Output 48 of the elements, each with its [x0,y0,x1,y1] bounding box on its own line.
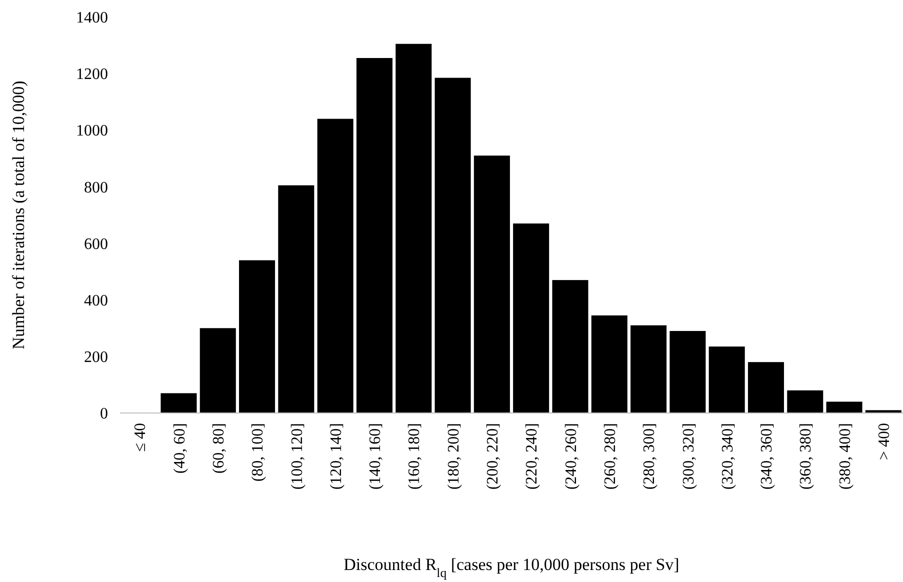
x-tick-label: (280, 300] [641,423,658,490]
x-tick-label: (140, 160] [367,423,384,490]
bar [356,58,392,413]
x-tick-label: (300, 320] [680,423,698,490]
bar [474,156,510,413]
x-tick-label: (320, 340] [719,423,736,490]
x-tick-label: (80, 100] [250,423,267,482]
bar [591,315,628,413]
x-tick-label: (380, 400] [836,423,854,490]
x-tick-label: (60, 80] [210,423,228,474]
y-tick-label: 600 [84,236,108,253]
bar [200,328,236,413]
x-tick-label: (180, 200] [445,423,462,490]
bar [513,223,550,413]
x-axis-title: Discounted R$_{lq}$ [cases per 10,000 persons per Sv] [344,555,680,580]
x-tick-label: (260, 280] [602,423,619,490]
x-tick-label: (120, 140] [328,423,345,490]
x-tick-label: (240, 260] [562,423,580,490]
y-tick-label: 1000 [76,122,108,140]
bar [670,330,706,413]
bar [748,362,784,413]
bar [787,390,824,413]
bar [434,78,471,413]
x-tick-label: (40, 60] [171,423,188,474]
y-tick-label: 1400 [76,10,108,27]
x-tick-label: (220, 240] [524,423,541,490]
bar [552,280,588,413]
x-tick-label: (360, 380] [798,423,815,490]
x-tick-label: (100, 120] [288,423,306,490]
y-axis-title: Number of iterations (a total of 10,000) [9,80,28,350]
bar [708,346,745,413]
x-tick-label: (200, 220] [484,423,502,490]
bar [396,44,432,413]
x-tick-label: (160, 180] [406,423,424,490]
y-tick-label: 800 [84,179,108,196]
y-tick-label: 400 [84,292,108,310]
x-tick-label: (340, 360] [758,423,776,490]
bar [826,402,862,413]
bar [278,185,314,413]
x-tick-label: ≤ 40 [132,423,150,452]
bar [239,260,276,413]
y-tick-label: 1200 [76,66,108,84]
bar [160,393,197,413]
y-tick-label: 0 [100,406,108,423]
x-tick-label: > 400 [876,423,894,460]
bar [630,325,667,413]
bar [317,118,354,413]
y-tick-label: 200 [84,349,108,366]
